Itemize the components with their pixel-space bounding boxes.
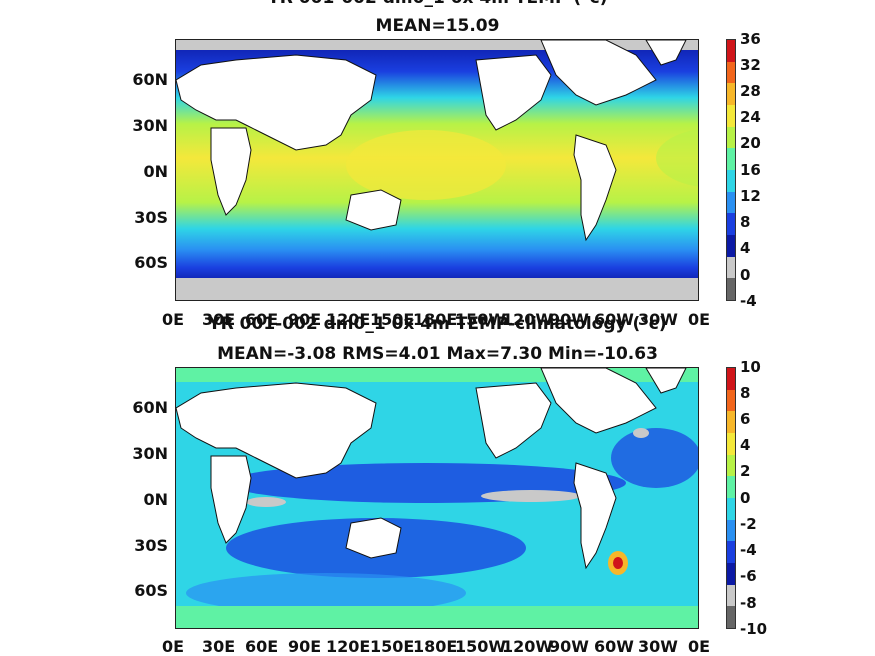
panel2-lat-label-30n: 30N bbox=[132, 444, 168, 463]
panel1-lat-label-0n: 0N bbox=[143, 162, 168, 181]
panel1-lon-label: 60E bbox=[245, 310, 279, 329]
panel2-colorbar-label: 8 bbox=[740, 384, 751, 402]
panel2-lat-label-60n: 60N bbox=[132, 398, 168, 417]
colorbar-segment bbox=[727, 454, 735, 477]
panel1-colorbar-label: 8 bbox=[740, 213, 751, 231]
colorbar-segment bbox=[727, 476, 735, 498]
panel1-lon-label: 0E bbox=[162, 310, 185, 329]
panel1-colorbar-label: 32 bbox=[740, 56, 761, 74]
panel1-lat-label-30n: 30N bbox=[132, 116, 168, 135]
panel2-stats: MEAN=-3.08 RMS=4.01 Max=7.30 Min=-10.63 bbox=[217, 344, 658, 364]
colorbar-segment bbox=[727, 213, 735, 235]
panel1-colorbar-label: 24 bbox=[740, 108, 761, 126]
panel1-lon-label: 60W bbox=[594, 310, 634, 329]
colorbar-segment bbox=[727, 606, 735, 628]
panel1-lon-label: 90W bbox=[549, 310, 589, 329]
panel1-lat-label-60s: 60S bbox=[134, 253, 168, 272]
panel2-colorbar-label: -4 bbox=[740, 541, 757, 559]
panel1-lat-label-30s: 30S bbox=[134, 208, 168, 227]
colorbar-segment bbox=[727, 104, 735, 127]
panel2-lon-label: 60W bbox=[594, 637, 634, 656]
panel2-lon-label: 30E bbox=[202, 637, 236, 656]
panel2-lon-label: 150E bbox=[370, 637, 415, 656]
panel1-stats: MEAN=15.09 bbox=[375, 16, 500, 36]
panel2-title: YR 001-002 dm0_1 0x 4m TEMP-climatology … bbox=[208, 314, 667, 334]
panel1-colorbar-label: 4 bbox=[740, 239, 751, 257]
panel1-colorbar-label: 12 bbox=[740, 187, 761, 205]
panel1-colorbar-label: -4 bbox=[740, 292, 757, 310]
panel2-lat-label-60s: 60S bbox=[134, 581, 168, 600]
panel2-colorbar-label: -10 bbox=[740, 620, 768, 638]
panel1-title: YR 001-002 dm0_1 0x 4m TEMP (°c) bbox=[0, 0, 875, 8]
panel1-colorbar-label: 36 bbox=[740, 30, 761, 48]
panel2-lon-label: 120E bbox=[326, 637, 371, 656]
colorbar-segment bbox=[727, 389, 735, 412]
colorbar-segment bbox=[727, 83, 735, 105]
panel1-colorbar-label: 20 bbox=[740, 134, 761, 152]
panel2-colorbar-label: -2 bbox=[740, 515, 757, 533]
panel1-colorbar bbox=[726, 39, 736, 301]
panel1-lon-label: 120E bbox=[326, 310, 371, 329]
colorbar-segment bbox=[727, 541, 735, 563]
panel1-lon-label: 30E bbox=[202, 310, 236, 329]
panel1-lon-label: 90E bbox=[288, 310, 322, 329]
panel2-lon-label: 0E bbox=[162, 637, 185, 656]
colorbar-segment bbox=[727, 234, 735, 257]
colorbar-segment bbox=[727, 411, 735, 433]
panel2-lon-label: 0E bbox=[688, 637, 711, 656]
colorbar-segment bbox=[727, 497, 735, 520]
panel2-lon-label: 150W bbox=[455, 637, 507, 656]
panel2-colorbar-label: 10 bbox=[740, 358, 761, 376]
panel1-colorbar-label: 28 bbox=[740, 82, 761, 100]
panel2-map bbox=[175, 367, 699, 629]
panel2-lon-label: 90E bbox=[288, 637, 322, 656]
panel2-colorbar-label: 2 bbox=[740, 462, 751, 480]
panel2-colorbar-label: -6 bbox=[740, 567, 757, 585]
panel2-lon-label: 90W bbox=[549, 637, 589, 656]
panel2-colorbar bbox=[726, 367, 736, 629]
panel1-lon-label: 0E bbox=[688, 310, 711, 329]
panel1-lon-label: 120W bbox=[502, 310, 554, 329]
panel2-lat-label-0n: 0N bbox=[143, 490, 168, 509]
panel2-colorbar-label: 6 bbox=[740, 410, 751, 428]
panel1-lat-label-60n: 60N bbox=[132, 70, 168, 89]
colorbar-segment bbox=[727, 278, 735, 300]
panel1-lon-label: 150W bbox=[455, 310, 507, 329]
colorbar-segment bbox=[727, 584, 735, 607]
panel1-colorbar-label: 16 bbox=[740, 161, 761, 179]
panel2-colorbar-label: 0 bbox=[740, 489, 751, 507]
panel1-lon-label: 150E bbox=[370, 310, 415, 329]
colorbar-segment bbox=[727, 562, 735, 585]
colorbar-segment bbox=[727, 126, 735, 149]
panel2-lon-label: 180E bbox=[413, 637, 458, 656]
colorbar-segment bbox=[727, 61, 735, 84]
colorbar-segment bbox=[727, 40, 735, 62]
panel1-colorbar-label: 0 bbox=[740, 266, 751, 284]
colorbar-segment bbox=[727, 191, 735, 214]
panel2-lon-label: 60E bbox=[245, 637, 279, 656]
colorbar-segment bbox=[727, 432, 735, 455]
colorbar-segment bbox=[727, 519, 735, 542]
colorbar-segment bbox=[727, 256, 735, 279]
colorbar-segment bbox=[727, 368, 735, 390]
panel2-lon-label: 30W bbox=[638, 637, 678, 656]
colorbar-segment bbox=[727, 148, 735, 170]
panel2-lat-label-30s: 30S bbox=[134, 536, 168, 555]
panel1-lon-label: 30W bbox=[638, 310, 678, 329]
panel2-colorbar-label: -8 bbox=[740, 594, 757, 612]
panel2-colorbar-label: 4 bbox=[740, 436, 751, 454]
panel2-lon-label: 120W bbox=[502, 637, 554, 656]
colorbar-segment bbox=[727, 169, 735, 192]
panel1-lon-label: 180E bbox=[413, 310, 458, 329]
panel1-map bbox=[175, 39, 699, 301]
